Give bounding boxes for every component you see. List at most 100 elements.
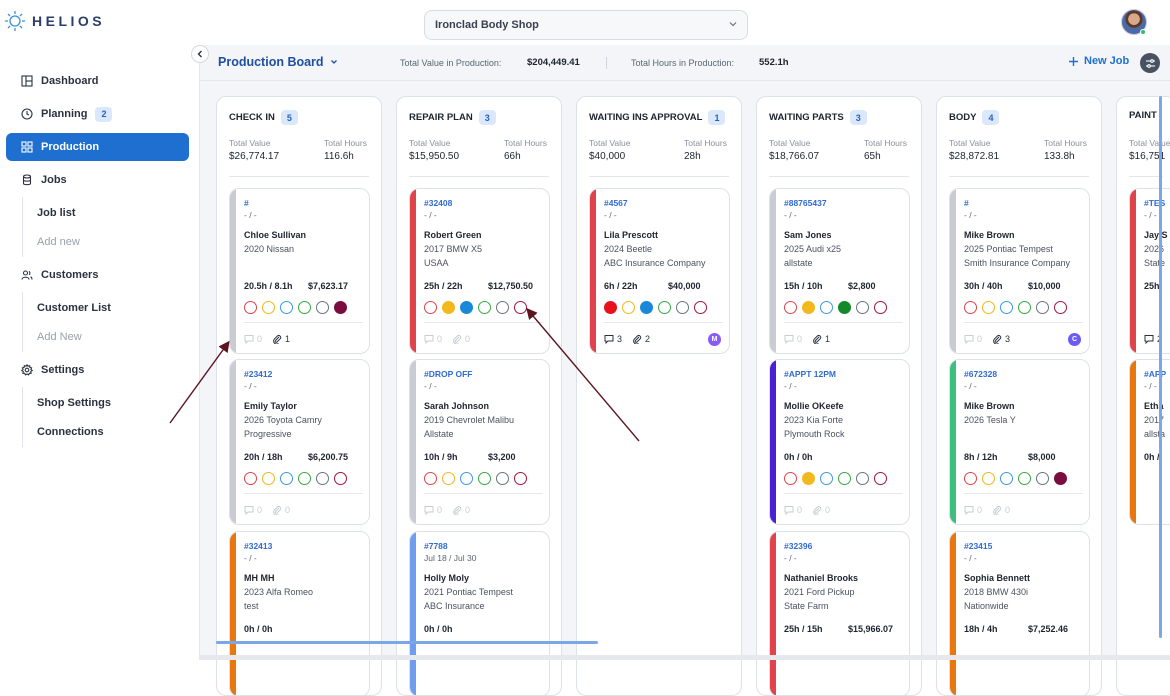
status-circle[interactable] xyxy=(802,301,815,314)
status-circle[interactable] xyxy=(784,472,797,485)
job-number[interactable]: #TES xyxy=(1144,198,1166,208)
attachments-count[interactable]: 2 xyxy=(632,334,650,344)
status-circle[interactable] xyxy=(604,301,617,314)
sidebar-item-dashboard[interactable]: Dashboard xyxy=(6,67,189,95)
status-circle[interactable] xyxy=(856,301,869,314)
sidebar-item-settings[interactable]: Settings xyxy=(6,356,189,384)
status-circle[interactable] xyxy=(622,301,635,314)
status-circle[interactable] xyxy=(964,301,977,314)
status-circle[interactable] xyxy=(244,301,257,314)
status-circle[interactable] xyxy=(658,301,671,314)
comments-count[interactable]: 0 xyxy=(244,505,262,515)
status-circle[interactable] xyxy=(1036,301,1049,314)
status-circle[interactable] xyxy=(514,472,527,485)
attachments-count[interactable]: 0 xyxy=(812,505,830,515)
attachments-count[interactable]: 1 xyxy=(812,334,830,344)
comments-count[interactable]: 0 xyxy=(424,505,442,515)
attachments-count[interactable]: 0 xyxy=(272,505,290,515)
status-circle[interactable] xyxy=(316,472,329,485)
filter-settings-button[interactable] xyxy=(1140,53,1160,73)
status-circle[interactable] xyxy=(1036,472,1049,485)
status-circle[interactable] xyxy=(442,301,455,314)
job-number[interactable]: #7788 xyxy=(424,541,448,551)
attachments-count[interactable]: 0 xyxy=(992,505,1010,515)
job-number[interactable]: #DROP OFF xyxy=(424,369,473,379)
attachments-count[interactable]: 3 xyxy=(992,334,1010,344)
status-circle[interactable] xyxy=(298,301,311,314)
comments-count[interactable]: 0 xyxy=(784,505,802,515)
job-card[interactable]: #23415 - / - Sophia Bennett 2018 BMW 430i Na… xyxy=(949,531,1090,695)
job-number[interactable]: #23412 xyxy=(244,369,273,379)
status-circle[interactable] xyxy=(298,472,311,485)
comments-count[interactable]: 0 xyxy=(784,334,802,344)
job-card[interactable]: #88765437 - / - Sam Jones 2025 Audi x25 alls… xyxy=(769,188,910,354)
job-card[interactable]: #32396 - / - Nathaniel Brooks 2021 Ford Pic… xyxy=(769,531,910,695)
job-card[interactable]: #32413 - / - MH MH 2023 Alfa Romeo test 0h / … xyxy=(229,531,370,695)
status-circle[interactable] xyxy=(496,472,509,485)
status-circle[interactable] xyxy=(478,301,491,314)
job-number[interactable]: #32413 xyxy=(244,541,273,551)
sidebar-subitem-add-new-customer[interactable]: Add New xyxy=(37,331,82,343)
status-circle[interactable] xyxy=(1054,472,1067,485)
status-circle[interactable] xyxy=(802,472,815,485)
status-circle[interactable] xyxy=(694,301,707,314)
status-circle[interactable] xyxy=(820,472,833,485)
comments-count[interactable]: 0 xyxy=(424,334,442,344)
job-card[interactable]: #TES- / -Jay S2026State25h2 xyxy=(1129,188,1170,354)
job-number[interactable]: #672328 xyxy=(964,369,998,379)
attachments-count[interactable]: 0 xyxy=(452,505,470,515)
comments-count[interactable]: 0 xyxy=(244,334,262,344)
sidebar-subitem-customer-list[interactable]: Customer List xyxy=(37,302,111,314)
status-circle[interactable] xyxy=(982,472,995,485)
sidebar-subitem-connections[interactable]: Connections xyxy=(37,426,104,438)
sidebar-subitem-shop-settings[interactable]: Shop Settings xyxy=(37,397,111,409)
status-circle[interactable] xyxy=(784,301,797,314)
status-circle[interactable] xyxy=(1000,301,1013,314)
status-circle[interactable] xyxy=(334,472,347,485)
job-number[interactable]: #4567 xyxy=(604,198,628,208)
status-circle[interactable] xyxy=(1018,301,1031,314)
job-card[interactable]: #32408 - / - Robert Green 2017 BMW X5 USAA 25… xyxy=(409,188,550,354)
sidebar-item-jobs[interactable]: Jobs xyxy=(6,166,189,194)
status-circle[interactable] xyxy=(424,301,437,314)
sidebar-item-production[interactable]: Production xyxy=(6,133,189,161)
job-card[interactable]: #23412 - / - Emily Taylor 2026 Toyota Camry… xyxy=(229,359,370,525)
new-job-button[interactable]: New Job xyxy=(1068,55,1129,67)
job-number[interactable]: #32408 xyxy=(424,198,453,208)
status-circle[interactable] xyxy=(1000,472,1013,485)
attachments-count[interactable]: 1 xyxy=(272,334,290,344)
job-card[interactable]: #672328 - / - Mike Brown 2026 Tesla Y 8h / 1… xyxy=(949,359,1090,525)
board-title-dropdown[interactable]: Production Board xyxy=(218,55,339,69)
comments-count[interactable]: 0 xyxy=(964,505,982,515)
status-circle[interactable] xyxy=(874,472,887,485)
status-circle[interactable] xyxy=(244,472,257,485)
status-circle[interactable] xyxy=(460,472,473,485)
status-circle[interactable] xyxy=(982,301,995,314)
status-circle[interactable] xyxy=(964,472,977,485)
status-circle[interactable] xyxy=(262,472,275,485)
job-number[interactable]: # xyxy=(244,198,249,208)
horizontal-scrollbar[interactable] xyxy=(216,641,598,644)
job-number[interactable]: #23415 xyxy=(964,541,993,551)
helios-logo[interactable]: HELIOS xyxy=(4,10,105,32)
status-circle[interactable] xyxy=(820,301,833,314)
attachments-count[interactable]: 0 xyxy=(452,334,470,344)
job-card[interactable]: #4567 - / - Lila Prescott 2024 Beetle ABC In… xyxy=(589,188,730,354)
status-circle[interactable] xyxy=(874,301,887,314)
status-circle[interactable] xyxy=(640,301,653,314)
job-card[interactable]: #7788 Jul 18 / Jul 30 Holly Moly 2021 Ponti… xyxy=(409,531,550,695)
status-circle[interactable] xyxy=(280,301,293,314)
status-circle[interactable] xyxy=(676,301,689,314)
status-circle[interactable] xyxy=(1054,301,1067,314)
status-circle[interactable] xyxy=(334,301,347,314)
status-circle[interactable] xyxy=(838,472,851,485)
status-circle[interactable] xyxy=(478,472,491,485)
job-card[interactable]: #APPT 12PM - / - Mollie OKeefe 2023 Kia For… xyxy=(769,359,910,525)
status-circle[interactable] xyxy=(856,472,869,485)
sidebar-item-planning[interactable]: Planning 2 xyxy=(6,100,189,128)
sidebar-collapse-button[interactable] xyxy=(191,45,209,63)
status-circle[interactable] xyxy=(316,301,329,314)
status-circle[interactable] xyxy=(496,301,509,314)
assignee-avatar[interactable]: M xyxy=(708,333,721,346)
shop-select[interactable]: Ironclad Body Shop xyxy=(424,10,748,40)
